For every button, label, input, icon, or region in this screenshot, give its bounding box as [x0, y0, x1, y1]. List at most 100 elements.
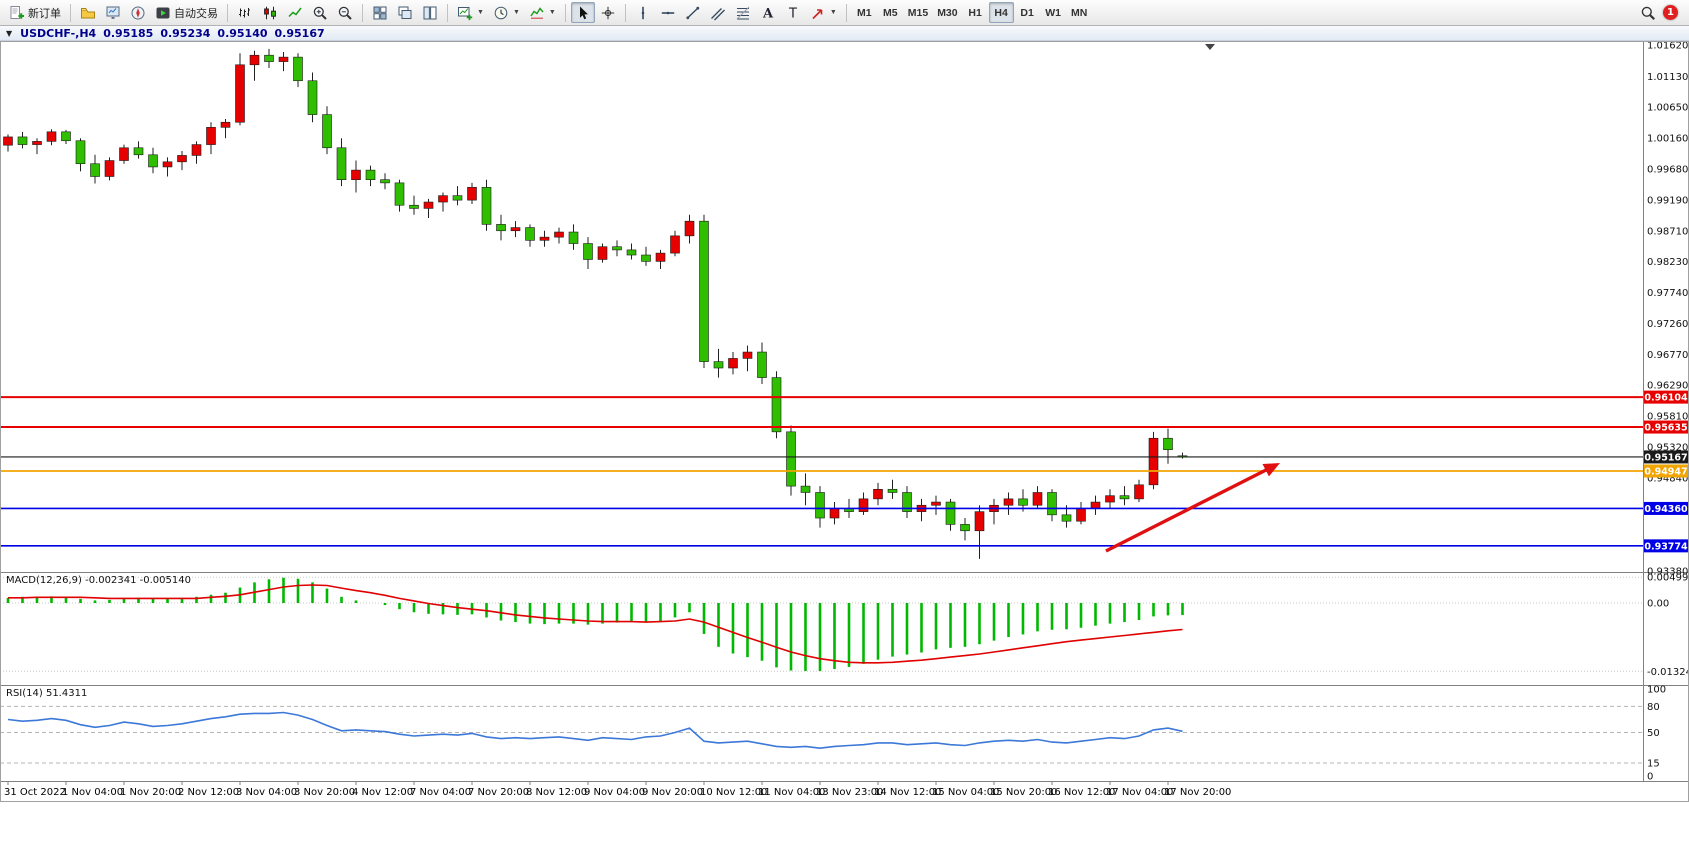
price-tag-current-price: 0.95167 — [1644, 450, 1688, 464]
chart-low: 0.95140 — [217, 26, 268, 40]
vertical-line-button[interactable] — [631, 2, 655, 23]
timeframe-d1[interactable]: D1 — [1015, 2, 1040, 23]
svg-text:8 Nov 12:00: 8 Nov 12:00 — [526, 787, 587, 798]
new-order-label: 新订单 — [28, 7, 61, 20]
bar-chart-button[interactable] — [233, 2, 257, 23]
svg-text:0.97260: 0.97260 — [1647, 319, 1688, 330]
tile-windows-button[interactable] — [368, 2, 392, 23]
market-watch-button[interactable] — [101, 2, 125, 23]
line-chart-icon — [287, 5, 303, 21]
trendline-button[interactable] — [681, 2, 705, 23]
navigator-button[interactable] — [126, 2, 150, 23]
svg-text:0.98230: 0.98230 — [1647, 257, 1688, 268]
arrows-tool-button[interactable]: ▼ — [806, 2, 841, 23]
timeframe-mn[interactable]: MN — [1067, 2, 1092, 23]
price-tag-support-lower: 0.93774 — [1644, 539, 1688, 553]
new-order-button[interactable]: 新订单 — [5, 2, 65, 23]
vertical-line-icon — [635, 5, 651, 21]
svg-text:15: 15 — [1647, 758, 1660, 769]
svg-text:7 Nov 20:00: 7 Nov 20:00 — [468, 787, 529, 798]
price-chart[interactable]: 1.01620 1.01130 1.00650 1.00160 0.99680 0.991… — [0, 41, 1689, 806]
timeframe-m5[interactable]: M5 — [878, 2, 903, 23]
zoom-out-icon — [337, 5, 353, 21]
equidistant-channel-icon — [710, 5, 726, 21]
label-tool-button[interactable]: T — [781, 2, 805, 23]
svg-text:1 Nov 20:00: 1 Nov 20:00 — [120, 787, 181, 798]
svg-text:0.99190: 0.99190 — [1647, 196, 1688, 207]
timeframe-w1[interactable]: W1 — [1041, 2, 1066, 23]
rsi-line — [7, 711, 1183, 750]
chart-shift-marker[interactable] — [1205, 44, 1215, 50]
new-chart-icon — [457, 5, 473, 21]
svg-text:9 Nov 20:00: 9 Nov 20:00 — [642, 787, 703, 798]
timeframe-h4[interactable]: H4 — [988, 2, 1014, 23]
svg-text:0: 0 — [1647, 772, 1653, 783]
indicators-button[interactable]: ▼ — [525, 2, 560, 23]
tile-windows-icon — [372, 5, 388, 21]
arrows-icon — [810, 5, 826, 21]
autotrading-button[interactable]: 自动交易 — [151, 2, 222, 23]
timeframe-h1[interactable]: H1 — [963, 2, 988, 23]
svg-text:80: 80 — [1647, 702, 1660, 713]
cascade-windows-button[interactable] — [393, 2, 417, 23]
tile-vertical-button[interactable] — [418, 2, 442, 23]
cursor-icon — [575, 5, 591, 21]
svg-text:0.94360: 0.94360 — [1644, 504, 1688, 515]
tile-vertical-icon — [422, 5, 438, 21]
svg-text:7 Nov 04:00: 7 Nov 04:00 — [410, 787, 471, 798]
candlestick-chart-button[interactable] — [258, 2, 282, 23]
chevron-down-icon: ▼ — [512, 9, 520, 16]
zoom-in-button[interactable] — [308, 2, 332, 23]
profiles-button[interactable] — [76, 2, 100, 23]
new-chart-button[interactable]: ▼ — [453, 2, 488, 23]
profiles-icon — [80, 5, 96, 21]
toolbar-separator — [362, 3, 363, 22]
horizontal-line-icon — [660, 5, 676, 21]
svg-text:17 Nov 04:00: 17 Nov 04:00 — [1106, 787, 1173, 798]
zoom-out-button[interactable] — [333, 2, 357, 23]
rsi-pane: RSI(14) 51.4311 100 80 50 15 0 — [6, 685, 1666, 783]
svg-text:1.00650: 1.00650 — [1647, 102, 1688, 113]
svg-text:MACD(12,26,9) -0.002341 -0.005: MACD(12,26,9) -0.002341 -0.005140 — [6, 575, 191, 586]
trend-arrow-annotation[interactable] — [1105, 463, 1280, 553]
line-chart-button[interactable] — [283, 2, 307, 23]
timeframe-m30[interactable]: M30 — [933, 2, 961, 23]
timeframe-m15[interactable]: M15 — [904, 2, 932, 23]
trendline-icon — [685, 5, 701, 21]
cursor-button[interactable] — [570, 2, 595, 23]
chart-background[interactable] — [0, 41, 1689, 802]
svg-text:0.98710: 0.98710 — [1647, 226, 1688, 237]
autotrading-icon — [155, 5, 171, 21]
svg-text:1 Nov 04:00: 1 Nov 04:00 — [62, 787, 123, 798]
svg-text:17 Nov 20:00: 17 Nov 20:00 — [1164, 787, 1231, 798]
candlestick-chart-icon — [262, 5, 278, 21]
new-order-icon — [9, 5, 25, 21]
svg-text:16 Nov 12:00: 16 Nov 12:00 — [1048, 787, 1115, 798]
price-tag-resistance-lower: 0.95635 — [1644, 420, 1688, 434]
svg-text:1.00160: 1.00160 — [1647, 134, 1688, 145]
toolbar-separator — [845, 3, 847, 22]
chevron-down-icon: ▼ — [477, 9, 484, 16]
horizontal-line-button[interactable] — [656, 2, 680, 23]
notification-badge[interactable]: 1 — [1663, 5, 1678, 20]
text-tool-button[interactable]: A — [756, 2, 780, 23]
svg-text:0.97740: 0.97740 — [1647, 288, 1688, 299]
macd-signal-line — [8, 584, 1183, 664]
price-axis[interactable]: 1.01620 1.01130 1.00650 1.00160 0.99680 0.991… — [1647, 41, 1688, 578]
svg-text:0.99680: 0.99680 — [1647, 164, 1688, 175]
chevron-down-icon: ▼ — [548, 9, 556, 16]
crosshair-button[interactable] — [596, 2, 620, 23]
svg-text:14 Nov 12:00: 14 Nov 12:00 — [874, 787, 941, 798]
fibonacci-button[interactable] — [731, 2, 755, 23]
timeframe-m1[interactable]: M1 — [852, 2, 877, 23]
equidistant-channel-button[interactable] — [706, 2, 730, 23]
label-icon: T — [785, 5, 801, 21]
svg-text:-0.013248: -0.013248 — [1647, 667, 1689, 678]
chart-dropdown-icon[interactable]: ▼ — [6, 28, 13, 38]
chart-high: 0.95234 — [160, 26, 211, 40]
svg-text:0.00: 0.00 — [1647, 599, 1669, 610]
search-button[interactable] — [1636, 2, 1660, 23]
periods-button[interactable]: ▼ — [489, 2, 524, 23]
chart-open: 0.95185 — [103, 26, 154, 40]
